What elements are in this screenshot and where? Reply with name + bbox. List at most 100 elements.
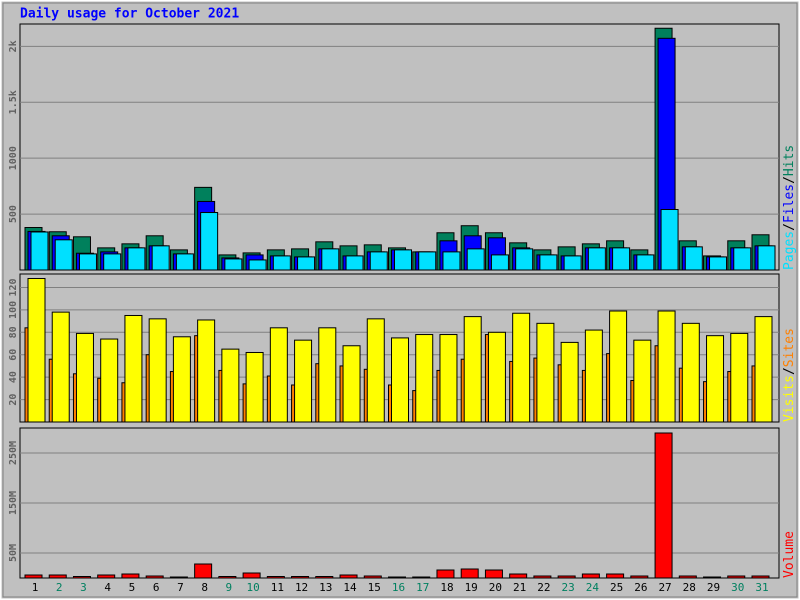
x-tick-label: 23 (562, 581, 575, 594)
bar (388, 576, 406, 579)
bar (194, 563, 213, 579)
bar (100, 338, 119, 423)
bar (633, 339, 652, 423)
x-tick-label: 5 (129, 581, 136, 594)
bar (612, 247, 631, 271)
bar (175, 253, 194, 271)
bar (754, 316, 773, 423)
bar (339, 574, 358, 579)
bar (297, 256, 316, 271)
bar (439, 334, 458, 423)
bar (51, 311, 70, 423)
bar (703, 576, 722, 579)
y-tick-label: 80 (8, 326, 19, 338)
bar (72, 576, 91, 579)
bar (660, 209, 679, 271)
bar (103, 253, 122, 271)
x-tick-label: 30 (731, 581, 744, 594)
legend: Pages/Files/Hits (782, 145, 797, 270)
y-tick-label: 120 (8, 278, 19, 296)
legend-entry: Hits (782, 145, 797, 176)
bar (654, 432, 673, 579)
x-tick-label: 3 (80, 581, 87, 594)
x-tick-label: 27 (658, 581, 671, 594)
bar (24, 574, 43, 579)
bar (318, 327, 337, 423)
legend-entry: Visits (782, 375, 797, 422)
x-tick-label: 22 (537, 581, 550, 594)
bar (606, 573, 625, 579)
bar (321, 248, 340, 271)
bar (560, 341, 579, 423)
bar (345, 255, 364, 271)
bar (291, 576, 310, 579)
y-tick-label: 40 (8, 371, 19, 383)
bar (609, 310, 628, 423)
bar (391, 337, 409, 423)
bar (394, 249, 412, 271)
bar (466, 248, 485, 271)
legend-entry: Files (782, 184, 797, 223)
bar (533, 575, 552, 579)
x-tick-label: 12 (295, 581, 308, 594)
x-tick-label: 16 (392, 581, 405, 594)
bar (630, 575, 649, 579)
bar (557, 575, 576, 579)
bar (97, 574, 116, 579)
bar (127, 247, 146, 271)
y-tick-label: 1.5k (8, 90, 19, 114)
bar (30, 231, 49, 271)
bar (563, 255, 582, 271)
bar (363, 575, 382, 579)
bar (515, 248, 534, 271)
legend-entry: Sites (782, 328, 797, 367)
x-tick-label: 25 (610, 581, 623, 594)
bar (509, 573, 528, 579)
bar (733, 247, 752, 271)
y-tick-label: 20 (8, 394, 19, 406)
bar (221, 348, 240, 423)
bar (436, 569, 455, 579)
bar (484, 569, 503, 579)
bar (460, 568, 479, 579)
bar (727, 575, 746, 579)
bar (269, 327, 288, 423)
x-tick-label: 2 (56, 581, 63, 594)
x-tick-label: 1 (32, 581, 39, 594)
legend-separator: / (782, 367, 797, 375)
x-tick-label: 20 (489, 581, 502, 594)
x-tick-label: 11 (271, 581, 284, 594)
bar (218, 576, 237, 579)
bar (512, 312, 531, 423)
bar (751, 575, 770, 579)
bar (342, 345, 361, 423)
x-tick-label: 4 (104, 581, 111, 594)
bar (121, 573, 140, 579)
x-tick-label: 29 (707, 581, 720, 594)
x-tick-label: 21 (513, 581, 526, 594)
bar (148, 318, 167, 423)
bar (242, 572, 261, 579)
bar (684, 246, 703, 271)
x-tick-label: 19 (465, 581, 478, 594)
y-tick-label: 100 (8, 301, 19, 319)
legend: Volume (782, 531, 797, 578)
bar (200, 212, 219, 271)
x-tick-label: 18 (440, 581, 453, 594)
bar (151, 245, 170, 271)
bar (581, 573, 600, 579)
bar (145, 575, 164, 579)
bar (224, 258, 243, 271)
bar (681, 322, 700, 423)
x-tick-label: 28 (683, 581, 696, 594)
bar (172, 336, 191, 423)
y-tick-label: 150M (8, 491, 19, 515)
bar (657, 310, 676, 423)
bar (584, 329, 603, 423)
x-tick-label: 26 (634, 581, 647, 594)
bar (197, 319, 216, 423)
y-tick-label: 50M (8, 544, 19, 562)
bar (245, 351, 264, 423)
